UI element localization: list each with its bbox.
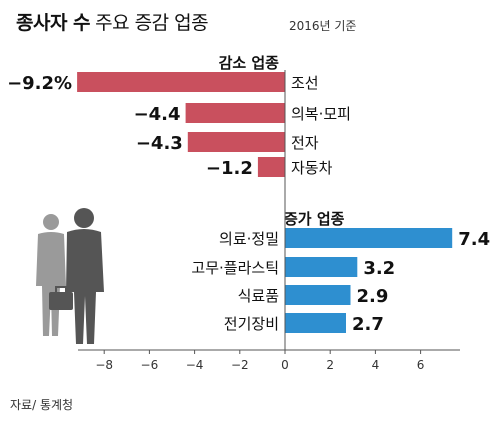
businessman-silhouette-icon: [36, 208, 104, 344]
year-note: 2016년 기준: [289, 19, 357, 33]
category-label: 의료·정밀: [219, 230, 279, 248]
bar-increase: [285, 257, 358, 277]
category-label: 자동차: [291, 159, 333, 177]
bar-decrease: [257, 157, 285, 177]
bar-decrease: [187, 132, 285, 152]
title-light: 주요 증감 업종: [95, 12, 209, 34]
source-note: 자료/ 통계청: [10, 398, 74, 412]
bar-decrease: [77, 72, 285, 92]
group-heading-increase: 증가 업종: [284, 210, 345, 228]
data-label: 2.7: [352, 314, 384, 335]
bar-increase: [285, 228, 453, 248]
x-tick-label: 6: [417, 358, 425, 372]
bar-increase: [285, 285, 351, 305]
group-heading-decrease: 감소 업종: [219, 54, 280, 72]
data-label: −4.3: [136, 133, 183, 154]
data-label: −9.2%: [7, 73, 72, 94]
page-title: 종사자 수 주요 증감 업종: [16, 8, 209, 35]
category-label: 고무·플라스틱: [191, 259, 279, 277]
x-tick-label: −8: [95, 358, 113, 372]
category-label: 의복·모피: [291, 105, 351, 123]
x-tick-label: −4: [186, 358, 204, 372]
bar-increase: [285, 313, 346, 333]
data-label: −1.2: [206, 158, 253, 179]
x-tick-label: −6: [141, 358, 159, 372]
data-label: 7.4: [458, 229, 490, 250]
x-tick-label: −2: [231, 358, 249, 372]
category-label: 전기장비: [224, 315, 279, 333]
category-label: 조선: [291, 74, 319, 92]
x-tick-label: 2: [326, 358, 334, 372]
category-label: 식료품: [238, 287, 279, 305]
x-tick-label: 0: [281, 358, 289, 372]
x-tick-label: 4: [372, 358, 380, 372]
bar-decrease: [185, 103, 285, 123]
data-label: 3.2: [363, 258, 395, 279]
data-label: 2.9: [357, 286, 389, 307]
title-bold: 종사자 수: [16, 12, 91, 34]
data-label: −4.4: [134, 104, 181, 125]
category-label: 전자: [291, 134, 319, 152]
